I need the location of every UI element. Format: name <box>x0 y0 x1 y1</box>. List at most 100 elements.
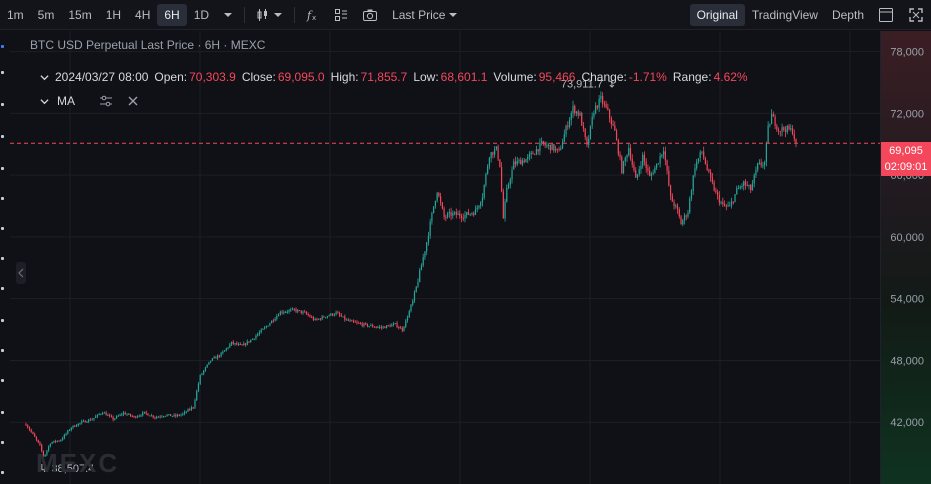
candle <box>629 143 632 161</box>
candle-body <box>633 164 635 171</box>
candle-body <box>699 152 701 159</box>
candle <box>262 328 264 330</box>
candle-body <box>39 442 41 445</box>
pattern-tool-icon[interactable] <box>1 197 4 200</box>
candle-body <box>584 128 586 138</box>
candle-body <box>129 413 132 416</box>
candle <box>312 315 315 322</box>
candle <box>382 325 384 330</box>
candle <box>767 121 769 144</box>
candle-body <box>777 129 780 132</box>
more-tools-icon[interactable] <box>1 471 4 474</box>
templates-icon[interactable] <box>327 4 355 26</box>
candle-body <box>337 312 339 314</box>
candle-body <box>680 216 682 225</box>
fib-tool-icon[interactable] <box>1 103 4 106</box>
candle <box>331 313 334 317</box>
price-axis-background <box>880 31 931 484</box>
price-type-select[interactable]: Last Price <box>385 4 465 26</box>
close-icon[interactable] <box>127 95 139 107</box>
candle <box>271 320 273 324</box>
candle-body <box>68 430 71 432</box>
candle-body <box>457 213 459 216</box>
view-original[interactable]: Original <box>689 4 745 26</box>
candle <box>764 160 766 170</box>
candle <box>77 423 79 427</box>
chevron-down-icon[interactable] <box>40 97 49 106</box>
candle-body <box>298 310 301 312</box>
candle-body <box>685 215 687 217</box>
lock-tool-icon[interactable] <box>1 379 4 382</box>
candle-body <box>372 325 374 327</box>
timeframe-1d[interactable]: 1D <box>193 7 210 22</box>
candle <box>791 125 794 136</box>
candle-body <box>182 413 184 415</box>
text-tool-icon[interactable] <box>1 167 4 170</box>
shape-tool-icon[interactable] <box>1 257 4 260</box>
candle <box>250 339 252 343</box>
candle-body <box>203 370 205 374</box>
measure-tool-icon[interactable] <box>1 287 4 290</box>
candle-body <box>398 327 400 329</box>
candle-body <box>542 141 545 144</box>
candle <box>720 200 722 205</box>
candle-body <box>241 344 243 346</box>
fullscreen-icon[interactable] <box>901 4 931 26</box>
candle <box>793 129 795 142</box>
collapse-toolbar-button[interactable] <box>16 262 26 284</box>
candle-body <box>274 318 276 321</box>
prediction-tool-icon[interactable] <box>1 227 4 230</box>
candle <box>633 161 635 173</box>
candle-body <box>142 412 144 416</box>
candle-body <box>528 154 531 157</box>
timeframe-1m[interactable]: 1m <box>7 7 24 22</box>
view-depth[interactable]: Depth <box>831 8 864 22</box>
price-axis[interactable]: 42,00048,00054,00060,00066,00072,00078,0… <box>880 31 931 484</box>
candle-body <box>112 416 114 420</box>
candle-body <box>272 320 274 322</box>
candle <box>753 173 755 188</box>
candle-body <box>607 107 609 110</box>
timeframe-4h[interactable]: 4H <box>135 7 151 22</box>
candle <box>565 124 567 138</box>
timeframe-dropdown-icon[interactable] <box>216 4 240 26</box>
trash-icon[interactable] <box>1 441 4 444</box>
candle-body <box>415 286 417 292</box>
candle-body <box>192 407 194 409</box>
chevron-down-icon[interactable] <box>40 73 49 82</box>
brush-tool-icon[interactable] <box>1 135 4 138</box>
timeframe-1h[interactable]: 1H <box>105 7 122 22</box>
camera-icon[interactable] <box>355 4 385 26</box>
candle-body <box>579 113 581 116</box>
candle <box>248 341 250 344</box>
candle-body <box>169 414 172 416</box>
timeframe-6h[interactable]: 6H <box>157 3 187 26</box>
hide-tool-icon[interactable] <box>1 411 4 414</box>
view-tradingview[interactable]: TradingView <box>751 8 818 22</box>
candle <box>140 413 142 418</box>
candle <box>63 433 65 440</box>
layout-icon[interactable] <box>871 4 901 26</box>
candle-body <box>541 141 543 143</box>
candle <box>316 317 318 321</box>
candle <box>333 313 335 317</box>
candle-body <box>375 327 377 329</box>
candle-body <box>757 163 759 170</box>
candle <box>318 318 320 320</box>
candle-body <box>657 163 659 165</box>
timeframe-15m[interactable]: 15m <box>68 7 92 22</box>
price-chart[interactable]: 73,911.7 ↴ ↳ 38,507.4 <box>10 31 880 484</box>
candle-body <box>417 281 419 287</box>
chart-type-icon[interactable] <box>249 4 290 26</box>
crosshair-tool-icon[interactable] <box>1 45 4 48</box>
zoom-tool-icon[interactable] <box>1 319 4 322</box>
magnet-tool-icon[interactable] <box>1 349 4 352</box>
chart-grid <box>10 31 880 484</box>
settings-sliders-icon[interactable] <box>99 95 113 107</box>
candle <box>255 334 257 341</box>
timeframe-5m[interactable]: 5m <box>37 7 55 22</box>
candle <box>171 415 173 417</box>
candle-body <box>450 212 452 216</box>
trendline-tool-icon[interactable] <box>1 71 4 74</box>
